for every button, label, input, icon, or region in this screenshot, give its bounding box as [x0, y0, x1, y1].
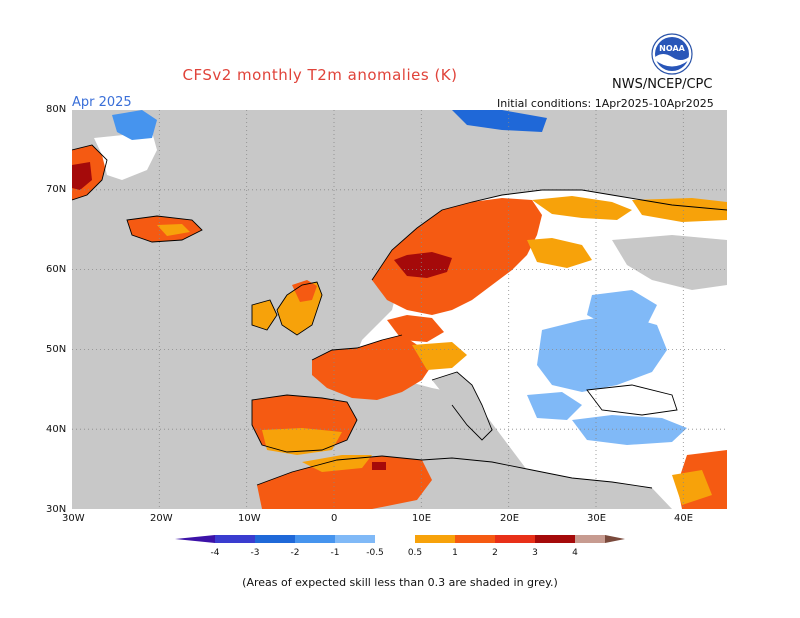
lon-label-0: 0 — [331, 513, 338, 524]
legend-swatch-3-4 — [535, 535, 575, 543]
ireland — [252, 300, 277, 330]
maghreb-hotspot — [372, 462, 386, 470]
scotland-warm — [292, 280, 317, 302]
svalbard-cool — [452, 110, 547, 132]
forecast-period: Apr 2025 — [72, 95, 132, 110]
lon-label-10w: 10W — [238, 513, 261, 524]
legend-tick-minus05: -0.5 — [366, 548, 384, 558]
lon-label-30e: 30E — [587, 513, 607, 524]
scandinavia-warm — [372, 198, 542, 315]
legend-swatch-4-plus — [575, 535, 605, 543]
legend-swatch-below-minus4 — [175, 535, 215, 543]
legend-swatch-neutral — [375, 535, 415, 543]
iberia-south-orange — [262, 428, 342, 455]
scandinavia-dark — [394, 252, 452, 278]
colorbar-swatches — [175, 535, 625, 543]
noaa-logo: NOAA — [651, 33, 693, 75]
legend-tick-minus2: -2 — [291, 548, 300, 558]
ukraine-cool — [537, 315, 667, 392]
lon-label-20e: 20E — [500, 513, 520, 524]
lat-label-40n: 40N — [46, 424, 67, 435]
legend-tick-3: 3 — [532, 548, 538, 558]
lon-label-10e: 10E — [412, 513, 432, 524]
anomaly-map — [72, 110, 727, 509]
belarus-cool — [587, 290, 657, 328]
coastlines — [72, 144, 727, 489]
france-benelux-warm — [312, 335, 432, 400]
legend-swatch-2-3 — [495, 535, 535, 543]
legend-tick-05: 0.5 — [408, 548, 422, 558]
agency-label: NWS/NCEP/CPC — [612, 77, 713, 92]
legend-tick-minus1: -1 — [331, 548, 340, 558]
legend-tick-4: 4 — [572, 548, 578, 558]
initial-conditions: Initial conditions: 1Apr2025-10Apr2025 — [497, 97, 714, 110]
legend-swatch-minus4-minus3 — [215, 535, 255, 543]
lat-label-70n: 70N — [46, 184, 67, 195]
russia-orange-north — [632, 198, 727, 222]
lat-label-30n: 30N — [46, 504, 67, 515]
germany-orange — [412, 342, 467, 370]
lon-label-20w: 20W — [150, 513, 173, 524]
lat-label-80n: 80N — [46, 104, 67, 115]
skill-footnote: (Areas of expected skill less than 0.3 a… — [242, 576, 558, 589]
iceland-orange — [157, 224, 190, 236]
lat-label-60n: 60N — [46, 264, 67, 275]
black-sea-neutral — [587, 385, 677, 415]
finland-orange — [527, 238, 592, 268]
greenland-cool — [112, 110, 157, 140]
legend-tick-minus4: -4 — [211, 548, 220, 558]
logo-text: NOAA — [659, 44, 685, 53]
greenland-white — [94, 132, 157, 180]
legend-tick-1: 1 — [452, 548, 458, 558]
legend-swatch-above-4 — [605, 535, 625, 543]
scandinavia-orange-fringe — [532, 196, 632, 220]
russia-grey-north — [612, 235, 727, 290]
turkey-cool — [572, 415, 687, 445]
colorbar-ticks: -4 -3 -2 -1 -0.5 0.5 1 2 3 4 — [211, 548, 579, 558]
lat-label-50n: 50N — [46, 344, 67, 355]
colorbar-legend: -4 -3 -2 -1 -0.5 0.5 1 2 3 4 — [175, 535, 625, 558]
caucasus-orange — [672, 470, 712, 505]
graticule — [72, 110, 727, 509]
legend-tick-2: 2 — [492, 548, 498, 558]
legend-swatch-05-1 — [415, 535, 455, 543]
legend-swatch-minus3-minus2 — [255, 535, 295, 543]
greenland-dark — [72, 162, 92, 190]
legend-tick-minus3: -3 — [251, 548, 260, 558]
map-title: CFSv2 monthly T2m anomalies (K) — [182, 66, 458, 84]
legend-swatch-minus1-minus05 — [335, 535, 375, 543]
lon-label-30w: 30W — [62, 513, 85, 524]
legend-swatch-1-2 — [455, 535, 495, 543]
maghreb-orange — [302, 455, 372, 472]
italy-alps-grey — [432, 372, 492, 440]
maghreb-warm — [257, 456, 432, 509]
legend-swatch-minus2-minus1 — [295, 535, 335, 543]
balkans-cool — [527, 392, 582, 420]
lon-label-40e: 40E — [674, 513, 694, 524]
